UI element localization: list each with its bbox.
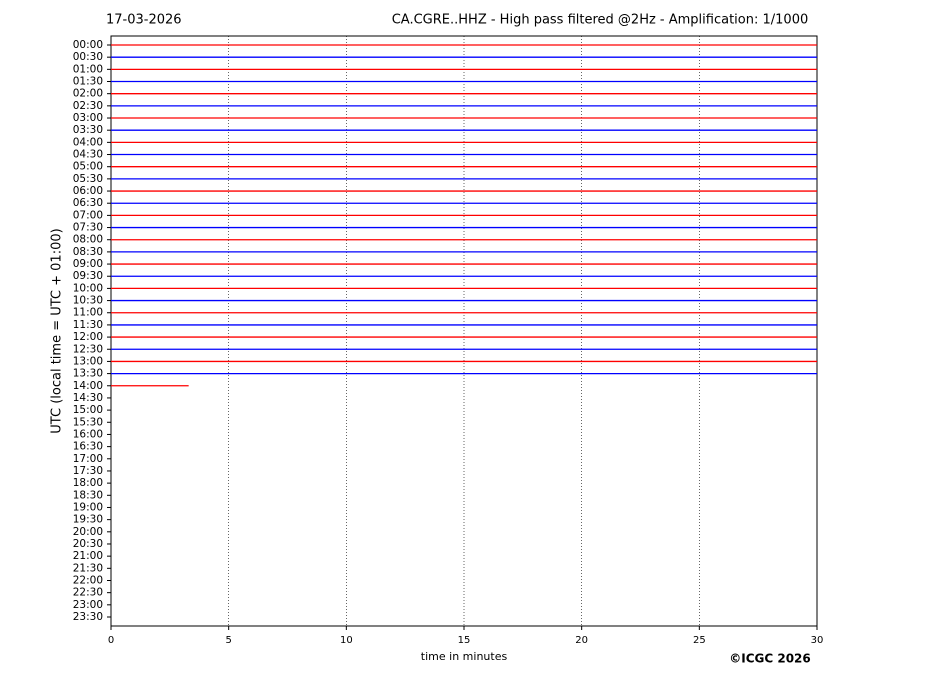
- y-tick-label: 21:00: [73, 550, 103, 562]
- y-tick-label: 16:00: [73, 428, 103, 440]
- y-tick-label: 20:00: [73, 526, 103, 538]
- y-tick-label: 11:30: [73, 319, 103, 331]
- y-tick-label: 13:30: [73, 368, 103, 380]
- y-tick-label: 08:30: [73, 246, 103, 258]
- y-tick-label: 00:30: [73, 51, 103, 63]
- x-tick-label: 25: [693, 635, 706, 646]
- y-tick-label: 14:30: [73, 392, 103, 404]
- y-tick-label: 11:00: [73, 307, 103, 319]
- y-tick-label: 07:00: [73, 209, 103, 221]
- y-tick-label: 00:00: [73, 39, 103, 51]
- y-tick-label: 15:00: [73, 404, 103, 416]
- y-axis-label: UTC (local time = UTC + 01:00): [50, 228, 65, 433]
- y-tick-label: 02:00: [73, 88, 103, 100]
- y-tick-label: 09:30: [73, 270, 103, 282]
- x-tick-label: 30: [811, 635, 824, 646]
- y-tick-label: 17:30: [73, 465, 103, 477]
- y-tick-label: 03:00: [73, 112, 103, 124]
- y-tick-label: 19:30: [73, 514, 103, 526]
- x-tick-label: 10: [340, 635, 353, 646]
- y-tick-label: 06:30: [73, 197, 103, 209]
- y-tick-label: 17:00: [73, 453, 103, 465]
- y-tick-label: 13:00: [73, 355, 103, 367]
- chart-title: CA.CGRE..HHZ - High pass filtered @2Hz -…: [392, 13, 809, 28]
- y-tick-label: 16:30: [73, 441, 103, 453]
- y-tick-label: 20:30: [73, 538, 103, 550]
- y-tick-label: 05:00: [73, 161, 103, 173]
- y-tick-label: 05:30: [73, 173, 103, 185]
- y-tick-label: 10:30: [73, 295, 103, 307]
- y-tick-label: 01:30: [73, 76, 103, 88]
- x-tick-label: 20: [575, 635, 588, 646]
- y-tick-label: 15:30: [73, 416, 103, 428]
- y-tick-label: 04:30: [73, 149, 103, 161]
- y-tick-label: 12:00: [73, 331, 103, 343]
- y-tick-label: 07:30: [73, 222, 103, 234]
- y-tick-label: 22:30: [73, 587, 103, 599]
- y-tick-label: 22:00: [73, 574, 103, 586]
- y-tick-label: 04:00: [73, 136, 103, 148]
- x-tick-label: 5: [225, 635, 231, 646]
- y-tick-label: 23:00: [73, 599, 103, 611]
- y-tick-label: 21:30: [73, 562, 103, 574]
- credit: ©ICGC 2026: [729, 652, 811, 666]
- x-axis-label: time in minutes: [421, 650, 508, 663]
- x-tick-label: 15: [458, 635, 471, 646]
- y-tick-label: 02:30: [73, 100, 103, 112]
- y-tick-label: 12:30: [73, 343, 103, 355]
- y-tick-label: 23:30: [73, 611, 103, 623]
- y-tick-label: 10:00: [73, 282, 103, 294]
- date: 17-03-2026: [106, 13, 182, 28]
- y-tick-label: 06:00: [73, 185, 103, 197]
- y-tick-label: 14:00: [73, 380, 103, 392]
- y-tick-label: 03:30: [73, 124, 103, 136]
- y-tick-label: 01:00: [73, 63, 103, 75]
- y-tick-label: 08:00: [73, 234, 103, 246]
- y-tick-label: 18:00: [73, 477, 103, 489]
- x-tick-label: 0: [108, 635, 114, 646]
- y-tick-label: 09:00: [73, 258, 103, 270]
- y-tick-label: 19:00: [73, 501, 103, 513]
- y-tick-label: 18:30: [73, 489, 103, 501]
